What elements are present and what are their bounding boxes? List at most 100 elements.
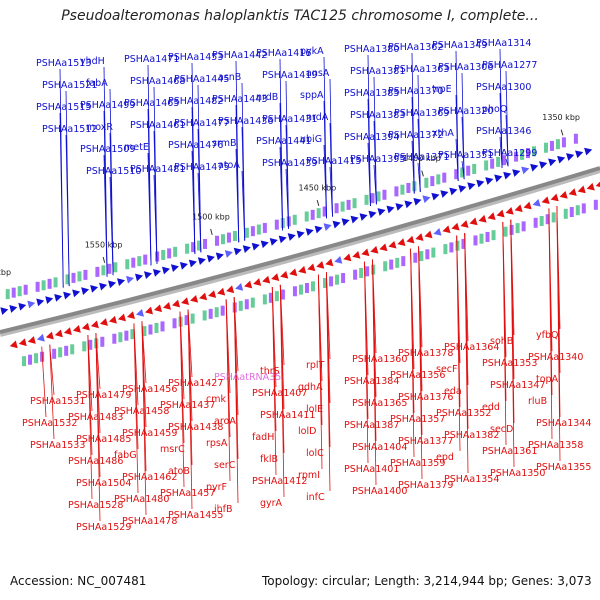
reverse-gene-arrow: [280, 270, 289, 279]
forward-gene-arrow: [179, 261, 188, 270]
forward-gene-arrow: [170, 264, 179, 273]
forward-feature-block: [496, 156, 501, 167]
gene-label-PSHAa1407: PSHAa1407: [252, 388, 307, 399]
leader-line: [153, 174, 158, 264]
gene-label-PSHAa1510: PSHAa1510: [86, 166, 141, 177]
gene-label-nrdB: nrdB: [256, 92, 278, 103]
reverse-feature-block: [491, 230, 496, 241]
reverse-gene-arrow: [577, 185, 586, 194]
gene-label-ubiG: ubiG: [300, 134, 322, 145]
forward-feature-block: [532, 146, 537, 157]
gene-label-lolD: lolD: [298, 426, 316, 437]
reverse-gene-arrow: [325, 258, 334, 267]
gene-label-epd: epd: [436, 452, 454, 463]
leader-line: [364, 261, 369, 464]
gene-label-PSHAa1521: PSHAa1521: [42, 80, 97, 91]
gene-label-PSHAa1378: PSHAa1378: [398, 348, 453, 359]
forward-feature-block: [555, 139, 560, 150]
reverse-feature-block: [58, 347, 63, 358]
forward-gene-arrow: [188, 259, 197, 268]
forward-feature-block: [370, 193, 375, 204]
gene-label-PSHAa1401: PSHAa1401: [344, 464, 399, 475]
forward-gene-arrow: [305, 228, 314, 236]
reverse-feature-block: [214, 307, 219, 318]
gene-label-pykA: pykA: [300, 46, 324, 57]
gene-label-PSHAa1465: PSHAa1465: [124, 98, 179, 109]
forward-feature-block: [472, 163, 477, 174]
reverse-gene-arrow: [316, 260, 325, 269]
reverse-gene-arrow: [199, 292, 208, 301]
leader-line: [235, 148, 240, 243]
gene-label-PSHAa1340: PSHAa1340: [528, 352, 583, 363]
forward-gene-arrow: [197, 257, 206, 265]
gene-label-PSHAa1382: PSHAa1382: [444, 430, 499, 441]
reverse-gene-arrow: [514, 204, 523, 213]
gene-label-fabG: fabG: [114, 450, 137, 461]
gene-label-PSHAa1277: PSHAa1277: [482, 60, 537, 71]
forward-gene-arrow: [449, 187, 458, 196]
reverse-feature-block: [443, 244, 448, 255]
forward-feature-block: [47, 278, 52, 289]
forward-feature-block: [11, 287, 16, 298]
gene-label-nrdA: nrdA: [306, 112, 329, 123]
reverse-feature-block: [329, 276, 334, 287]
forward-gene-arrow: [144, 271, 152, 280]
gene-label-PSHAa1459: PSHAa1459: [122, 428, 177, 439]
reverse-feature-block: [262, 294, 267, 305]
reverse-gene-arrow: [289, 268, 298, 277]
forward-gene-arrow: [476, 179, 485, 188]
reverse-gene-arrow: [298, 265, 307, 274]
gene-label-infC: infC: [306, 492, 325, 503]
forward-feature-block: [131, 257, 136, 268]
gene-label-lolE: lolE: [306, 404, 323, 415]
forward-feature-block: [400, 184, 405, 195]
reverse-gene-arrow: [424, 230, 433, 239]
reverse-feature-block: [389, 259, 394, 270]
reverse-gene-arrow: [586, 182, 595, 191]
reverse-feature-block: [82, 341, 87, 352]
forward-feature-block: [502, 155, 507, 166]
forward-feature-block: [520, 149, 525, 160]
gene-label-PSHAa1400: PSHAa1400: [352, 486, 407, 497]
reverse-feature-block: [419, 251, 424, 262]
gene-label-lolC: lolC: [306, 448, 324, 459]
forward-gene-arrow: [99, 282, 108, 291]
reverse-gene-arrow: [541, 196, 550, 205]
forward-gene-arrow: [584, 147, 593, 156]
reverse-feature-block: [563, 208, 568, 219]
gene-label-fabA: fabA: [86, 78, 108, 89]
forward-feature-block: [316, 208, 321, 219]
reverse-feature-block: [551, 212, 556, 223]
reverse-gene-arrow: [90, 320, 99, 329]
forward-feature-block: [394, 186, 399, 197]
gene-label-sohB: sohB: [490, 336, 513, 347]
leader-line: [87, 335, 93, 500]
reverse-gene-arrow: [496, 209, 505, 218]
reverse-feature-block: [575, 205, 580, 216]
leader-line: [372, 259, 377, 486]
forward-gene-arrow: [359, 213, 368, 221]
reverse-gene-arrow: [144, 306, 153, 315]
kbp-tick: [210, 228, 213, 235]
gene-label-PSHAa1370: PSHAa1370: [388, 86, 443, 97]
reverse-gene-arrow: [108, 315, 117, 324]
reverse-gene-arrow: [72, 324, 81, 333]
gene-label-PSHAa1353: PSHAa1353: [482, 358, 537, 369]
forward-gene-arrow: [323, 223, 332, 231]
reverse-feature-block: [34, 353, 39, 364]
leader-line: [329, 166, 333, 217]
reverse-feature-block: [413, 252, 418, 263]
kbp-tick: [421, 170, 424, 177]
gene-label-trpE: trpE: [432, 84, 452, 95]
gene-label-PSHAa1362: PSHAa1362: [388, 42, 443, 53]
gene-label-PSHAa1533: PSHAa1533: [30, 440, 85, 451]
forward-gene-arrow: [278, 235, 287, 244]
leader-line: [233, 297, 239, 504]
forward-feature-block: [17, 286, 22, 297]
reverse-gene-arrow: [208, 290, 217, 298]
reverse-gene-arrow: [18, 338, 27, 347]
gene-label-PSHAa1364: PSHAa1364: [444, 342, 499, 353]
gene-label-PSHAa1350: PSHAa1350: [490, 468, 545, 479]
reverse-feature-block: [268, 292, 273, 303]
